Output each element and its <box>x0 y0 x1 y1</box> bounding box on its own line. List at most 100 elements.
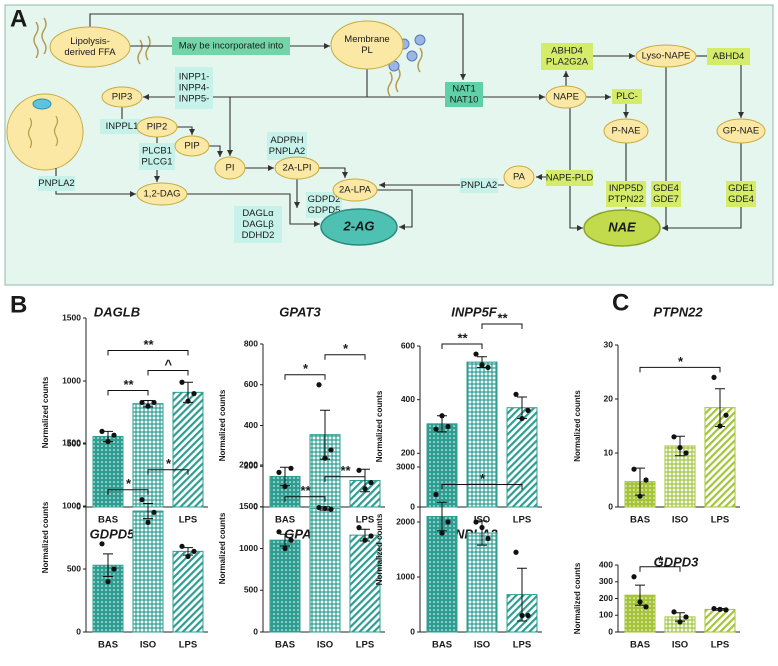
data-point <box>479 362 485 368</box>
data-point <box>179 379 185 385</box>
data-point <box>445 519 451 525</box>
diagram-label: GDPD5 <box>308 205 341 216</box>
diagram-label: ADPRH <box>270 135 303 146</box>
significance-bracket <box>481 323 523 330</box>
chart-title: PTPN22 <box>653 304 703 319</box>
enzyme-box <box>546 170 593 186</box>
data-point <box>519 612 525 619</box>
x-tick-label: BAS <box>98 515 118 526</box>
data-point <box>191 391 197 397</box>
diagram-label: ABHD4 <box>551 46 583 57</box>
y-axis-label: Normalized counts <box>218 389 227 461</box>
metabolite-node <box>583 209 661 247</box>
metabolite-node <box>174 135 210 157</box>
y-tick-label: 500 <box>244 585 258 595</box>
bar <box>349 534 381 633</box>
y-axis-label: Normalized counts <box>375 390 384 462</box>
x-tick-label: BAS <box>432 640 452 651</box>
diagram-label: PIP <box>184 141 199 152</box>
x-tick-label: LPS <box>711 515 729 526</box>
metabolite-node <box>274 156 320 180</box>
data-point <box>185 398 191 404</box>
metabolite-node <box>603 118 649 144</box>
y-tick-label: 500 <box>67 438 81 448</box>
diagram-label: 2-AG <box>342 218 374 233</box>
significance-bracket <box>107 350 189 356</box>
y-tick-label: 1500 <box>62 437 81 447</box>
significance-bracket <box>639 366 721 373</box>
cell <box>6 93 84 171</box>
y-tick-label: 200 <box>401 448 415 458</box>
data-point <box>519 415 525 422</box>
diagram-label: NAT1 <box>452 84 476 95</box>
data-point <box>145 403 151 409</box>
data-point <box>671 434 677 440</box>
diagram-label: NAPE-PLD <box>546 173 594 184</box>
data-point <box>643 477 649 483</box>
diagram-label: INPP4- <box>179 83 210 94</box>
metabolite-node <box>716 118 766 144</box>
data-point <box>643 604 649 610</box>
y-tick-label: 1000 <box>396 571 415 581</box>
diagram-label: GP-NAE <box>723 126 759 137</box>
y-axis-label: Normalized counts <box>41 501 50 573</box>
data-point <box>322 455 328 461</box>
significance-label: * <box>479 471 485 486</box>
data-point <box>677 445 683 451</box>
y-tick-label: 1000 <box>239 543 258 553</box>
diagram-label: GDE7 <box>653 194 679 205</box>
data-point <box>362 537 368 543</box>
error-bar <box>103 553 113 578</box>
significance-label: ** <box>143 337 154 352</box>
y-tick-label: 10 <box>604 447 614 457</box>
x-tick-label: BAS <box>275 640 295 651</box>
diagram-label: PIP3 <box>112 92 133 103</box>
enzyme-box <box>172 37 290 55</box>
y-tick-label: 1500 <box>239 501 258 511</box>
metabolite-node <box>49 26 131 68</box>
y-tick-label: 30 <box>604 339 614 349</box>
enzyme-box <box>651 181 681 207</box>
significance-label: ^ <box>164 357 172 372</box>
bar <box>704 608 736 633</box>
enzyme-box <box>100 119 144 134</box>
enzyme-box <box>541 43 593 70</box>
diagram-label: PIP2 <box>147 122 168 133</box>
y-tick-label: 400 <box>599 559 613 569</box>
significance-bracket <box>441 484 523 490</box>
data-point <box>288 537 294 543</box>
y-tick-label: 200 <box>599 593 613 603</box>
data-point <box>356 467 362 473</box>
x-tick-label: ISO <box>474 640 490 651</box>
diagram-label: PNPLA2 <box>461 180 497 191</box>
data-point <box>368 533 374 539</box>
significance-label: * <box>302 361 308 376</box>
diagram-label: DAGLα <box>242 208 274 219</box>
x-tick-label: LPS <box>513 640 531 651</box>
data-point <box>356 525 362 531</box>
data-point <box>631 574 637 580</box>
significance-label: ** <box>300 483 311 498</box>
bar <box>466 361 498 508</box>
x-tick-label: BAS <box>630 640 650 651</box>
bar <box>269 539 301 633</box>
y-tick-label: 600 <box>401 340 415 350</box>
significance-bracket <box>324 476 366 482</box>
x-tick-label: ISO <box>672 515 688 526</box>
y-tick-label: 400 <box>244 420 258 430</box>
diagram-label: GDPD2 <box>308 194 341 205</box>
data-point <box>276 529 282 535</box>
x-tick-label: BAS <box>98 640 118 651</box>
enzyme-box <box>707 48 750 65</box>
significance-label: ** <box>340 463 351 478</box>
diagram-label: PTPN22 <box>608 194 644 205</box>
diagram-label: PNPLA2 <box>269 146 305 157</box>
x-tick-label: LPS <box>513 515 531 526</box>
y-tick-label: 800 <box>244 338 258 348</box>
metabolite-node <box>503 165 535 189</box>
data-point <box>525 407 531 413</box>
significance-bracket <box>147 370 189 376</box>
data-point <box>445 423 451 430</box>
